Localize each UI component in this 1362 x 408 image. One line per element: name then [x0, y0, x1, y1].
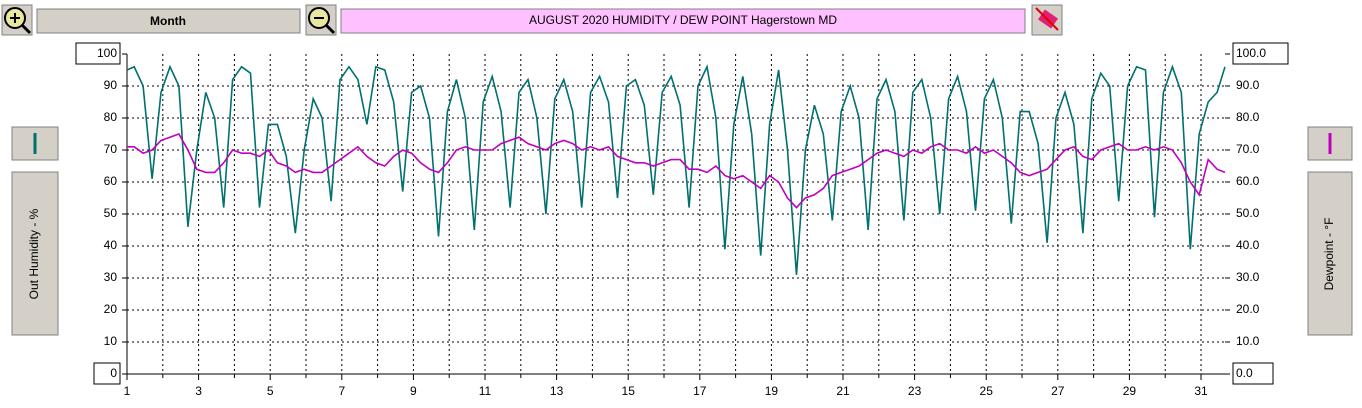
y-tick-label: 80 [104, 110, 118, 124]
y2-tick-label: 20.0 [1236, 302, 1260, 316]
period-button[interactable] [36, 8, 301, 34]
y-tick-label: 0 [110, 366, 117, 380]
y2-tick-box [1232, 42, 1289, 65]
x-tick-label: 25 [980, 384, 994, 398]
y-tick-label: 10 [104, 334, 118, 348]
x-tick-label: 13 [550, 384, 564, 398]
x-tick-label: 17 [693, 384, 707, 398]
x-tick-label: 3 [195, 384, 202, 398]
y2-tick-label: 10.0 [1236, 334, 1260, 348]
zoom-in-button[interactable] [1, 4, 33, 36]
x-tick-label: 27 [1051, 384, 1065, 398]
x-tick-label: 11 [479, 384, 492, 398]
y2-tick-label: 60.0 [1236, 174, 1260, 188]
zoom-out-button[interactable] [305, 4, 337, 36]
y2-tick-label: 50.0 [1236, 206, 1260, 220]
y2-tick-label: 90.0 [1236, 78, 1260, 92]
y-tick-label: 40 [104, 238, 118, 252]
y2-tick-label: 30.0 [1236, 270, 1260, 284]
y-tick-label: 30 [104, 270, 118, 284]
y2-axis-title: Dewpoint - °F [1322, 218, 1336, 291]
y-axis-title: Out Humidity - % [27, 208, 41, 299]
y-tick-box [75, 42, 121, 65]
y-tick-label: 20 [104, 302, 118, 316]
series-line [127, 133, 1226, 209]
x-tick-label: 31 [1194, 384, 1208, 398]
period-label: Month [150, 14, 186, 28]
y-tick-label: 60 [104, 174, 118, 188]
x-tick-label: 5 [267, 384, 274, 398]
y2-tick-label: 40.0 [1236, 238, 1260, 252]
y-tick-label: 100 [97, 46, 117, 60]
title-box [340, 8, 1026, 34]
y-tick-label: 50 [104, 206, 118, 220]
y2-tick-label: 100.0 [1236, 46, 1266, 60]
y-axis-button[interactable] [11, 171, 59, 336]
y2-tick-label: 80.0 [1236, 110, 1260, 124]
x-tick-label: 1 [124, 384, 131, 398]
plot-area [127, 54, 1225, 374]
x-tick-label: 7 [338, 384, 345, 398]
clear-button[interactable] [1031, 4, 1063, 36]
y2-tick-box [1232, 362, 1274, 385]
x-tick-label: 9 [410, 384, 417, 398]
y2-tick-label: 0.0 [1236, 366, 1253, 380]
x-tick-label: 21 [836, 384, 850, 398]
y2-tick-label: 70.0 [1236, 142, 1260, 156]
x-tick-label: 23 [908, 384, 922, 398]
series-line [126, 64, 1226, 275]
x-tick-label: 15 [622, 384, 636, 398]
y-tick-label: 90 [104, 78, 118, 92]
y-tick-label: 70 [104, 142, 118, 156]
x-tick-label: 19 [765, 384, 779, 398]
y-tick-box [93, 362, 121, 385]
x-tick-label: 29 [1123, 384, 1137, 398]
chart-title: AUGUST 2020 HUMIDITY / DEW POINT Hagerst… [529, 13, 837, 27]
y2-axis-button[interactable] [1307, 171, 1353, 336]
